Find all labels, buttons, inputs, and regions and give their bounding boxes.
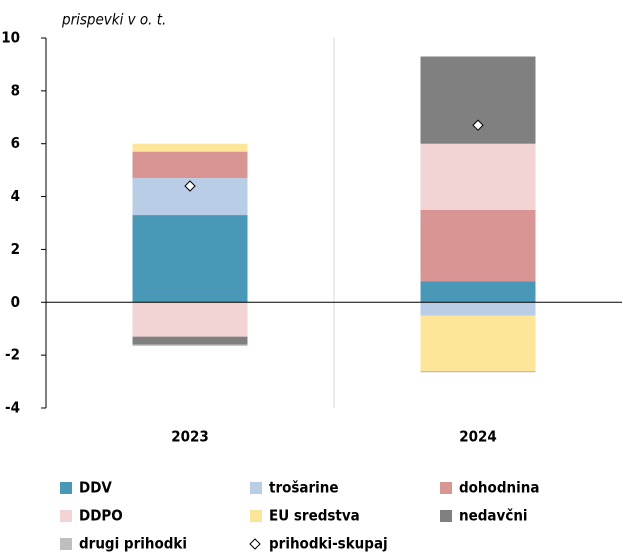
bar-segment (132, 151, 248, 179)
legend-swatch (60, 538, 72, 550)
legend-label: trošarine (269, 479, 339, 497)
y-tick-label: 10 (1, 29, 20, 47)
bar-segment (420, 302, 536, 316)
bar-segment (420, 371, 536, 373)
y-tick-label: 0 (11, 293, 20, 311)
bar-segment (132, 344, 248, 346)
bar-segment (132, 215, 248, 303)
y-tick-label: 2 (11, 240, 20, 258)
bar-segment (420, 209, 536, 282)
legend-swatch (440, 482, 452, 494)
legend-label: DDPO (79, 507, 123, 525)
x-tick-label: 2024 (459, 428, 497, 446)
legend-swatch (250, 482, 262, 494)
y-tick-label: 6 (11, 134, 20, 152)
legend-label: prihodki-skupaj (269, 535, 388, 553)
bar-segment (132, 143, 248, 152)
legend-label: nedavčni (459, 507, 528, 525)
legend-label: DDV (79, 479, 112, 497)
legend-swatch (440, 510, 452, 522)
bar-segment (132, 336, 248, 345)
bar-segment (132, 302, 248, 337)
legend-swatch (60, 482, 72, 494)
y-tick-label: 4 (11, 187, 20, 205)
legend-label: dohodnina (459, 479, 539, 497)
legend-swatch (250, 510, 262, 522)
chart-subtitle: prispevki v o. t. (61, 11, 166, 29)
bar-segment (420, 315, 536, 371)
legend-swatch (60, 510, 72, 522)
bar-segment (420, 281, 536, 303)
legend-marker (249, 538, 261, 550)
legend-label: drugi prihodki (79, 535, 187, 553)
bar-segment (420, 143, 536, 210)
x-tick-label: 2023 (171, 428, 209, 446)
total-marker (184, 180, 196, 192)
y-tick-label: -2 (5, 346, 20, 364)
y-tick-label: 8 (11, 81, 20, 99)
total-marker (472, 119, 484, 131)
legend-label: EU sredstva (269, 507, 360, 525)
y-tick-label: -4 (5, 399, 20, 417)
